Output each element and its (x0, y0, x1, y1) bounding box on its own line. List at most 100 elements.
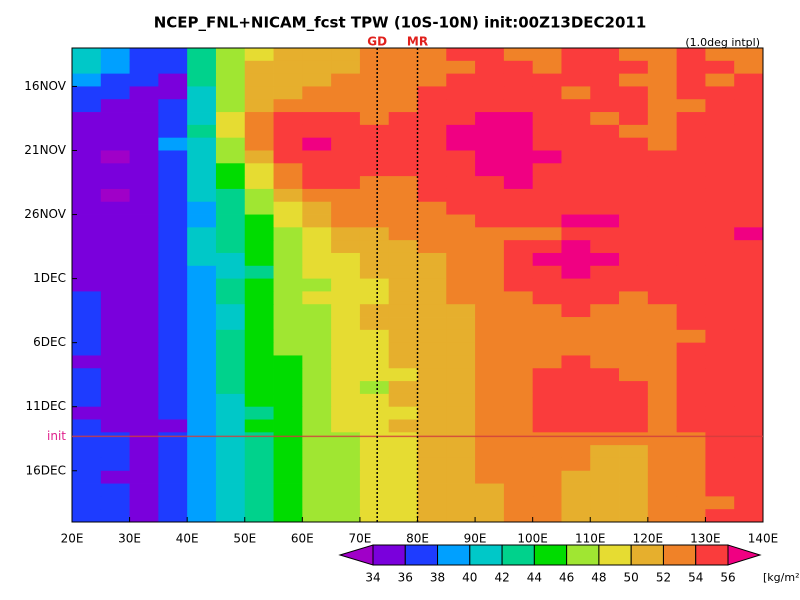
cell (129, 457, 159, 472)
cell (302, 73, 332, 87)
cell (158, 304, 188, 318)
cell (561, 278, 591, 292)
cell (129, 163, 159, 177)
cell (100, 163, 130, 177)
cell (446, 406, 476, 420)
cell (388, 457, 418, 472)
cell (215, 432, 246, 446)
cell (619, 329, 649, 344)
cell (187, 291, 217, 305)
cell (359, 368, 390, 382)
cell (619, 445, 649, 459)
cell (619, 150, 649, 164)
cell (244, 265, 274, 279)
cell (331, 60, 361, 75)
cell (705, 368, 735, 382)
cell (215, 124, 246, 139)
cell (72, 509, 102, 523)
cell (359, 137, 390, 151)
cell (359, 240, 390, 254)
cell (590, 60, 620, 75)
cell (331, 406, 361, 420)
cell (359, 342, 390, 356)
cell (331, 393, 361, 408)
cell (244, 73, 274, 87)
cell (475, 393, 505, 408)
cell (302, 240, 332, 254)
cell (676, 201, 706, 215)
cell (273, 368, 303, 382)
cell (705, 278, 735, 292)
cell (215, 393, 246, 408)
cell (446, 188, 476, 203)
cell (72, 214, 102, 228)
colorbar-high (727, 544, 762, 566)
cell (215, 470, 246, 484)
cell (302, 342, 332, 356)
cell (359, 457, 390, 472)
cell (302, 112, 332, 126)
cell (503, 163, 534, 177)
cell (590, 265, 620, 279)
cell (215, 86, 246, 100)
cell (158, 73, 188, 87)
cell (503, 470, 534, 484)
cell (302, 150, 332, 164)
cell (359, 291, 390, 305)
cell (676, 291, 706, 305)
cell (359, 112, 390, 126)
cell (129, 509, 159, 523)
cell (100, 48, 130, 62)
cell (590, 163, 620, 177)
cell (532, 470, 562, 484)
cell (100, 406, 130, 420)
cell (302, 214, 332, 228)
cell (302, 278, 332, 292)
cell (734, 124, 764, 139)
cell (129, 355, 159, 369)
cell (417, 406, 447, 420)
cell (532, 317, 562, 331)
cell (72, 419, 102, 433)
cell (561, 304, 591, 318)
cell (503, 252, 534, 267)
cell (100, 419, 130, 433)
cell (561, 163, 591, 177)
cell (619, 188, 649, 203)
cell (187, 329, 217, 344)
cell (388, 124, 418, 139)
cell (532, 483, 562, 497)
cell (302, 227, 332, 241)
cell (273, 99, 303, 113)
cell (446, 265, 476, 279)
cell (590, 240, 620, 254)
cell (100, 304, 130, 318)
x-tick-label: 110E (575, 532, 606, 546)
cell (561, 329, 591, 344)
cell (244, 432, 274, 446)
cell (158, 86, 188, 100)
cell (331, 304, 361, 318)
cell (359, 317, 390, 331)
cell (417, 240, 447, 254)
cell (388, 112, 418, 126)
cell (734, 483, 764, 497)
cell (561, 176, 591, 190)
cell (532, 457, 562, 472)
cell (187, 496, 217, 510)
cell (388, 483, 418, 497)
cell (705, 483, 735, 497)
cell (388, 137, 418, 151)
cell (215, 329, 246, 344)
cell (647, 457, 678, 472)
cell (72, 176, 102, 190)
cell (590, 445, 620, 459)
cell (561, 48, 591, 62)
x-tick-label: 60E (291, 532, 314, 546)
x-tick-label: 80E (406, 532, 429, 546)
cell (388, 368, 418, 382)
cell (590, 329, 620, 344)
cell (590, 278, 620, 292)
cell (331, 99, 361, 113)
cell (590, 381, 620, 395)
